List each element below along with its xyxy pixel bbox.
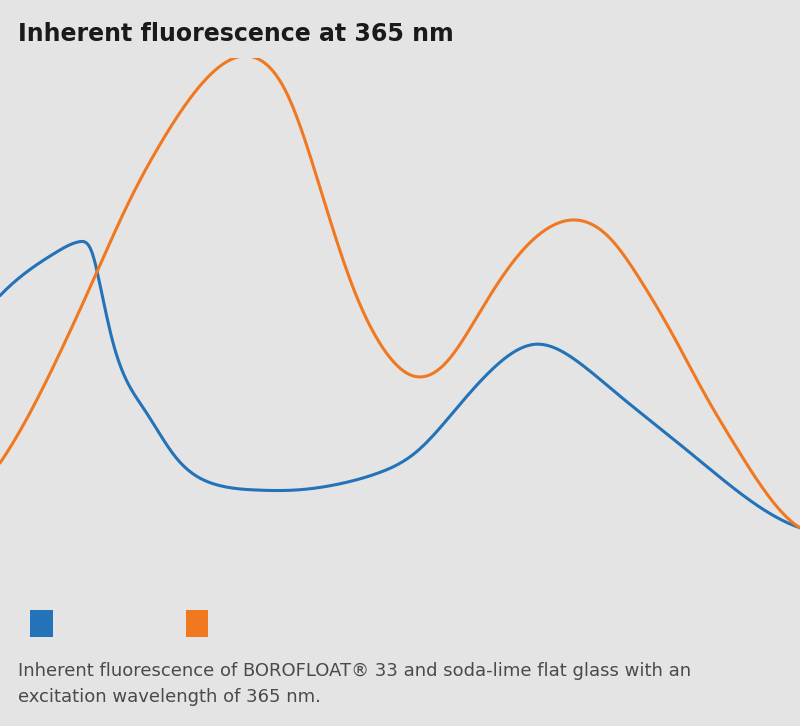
- Text: Inherent fluorescence of BOROFLOAT® 33 and soda-lime flat glass with an
excitati: Inherent fluorescence of BOROFLOAT® 33 a…: [18, 662, 690, 706]
- Bar: [186, 610, 208, 637]
- Text: Inherent fluorescence at 365 nm: Inherent fluorescence at 365 nm: [18, 22, 454, 46]
- Bar: [30, 610, 53, 637]
